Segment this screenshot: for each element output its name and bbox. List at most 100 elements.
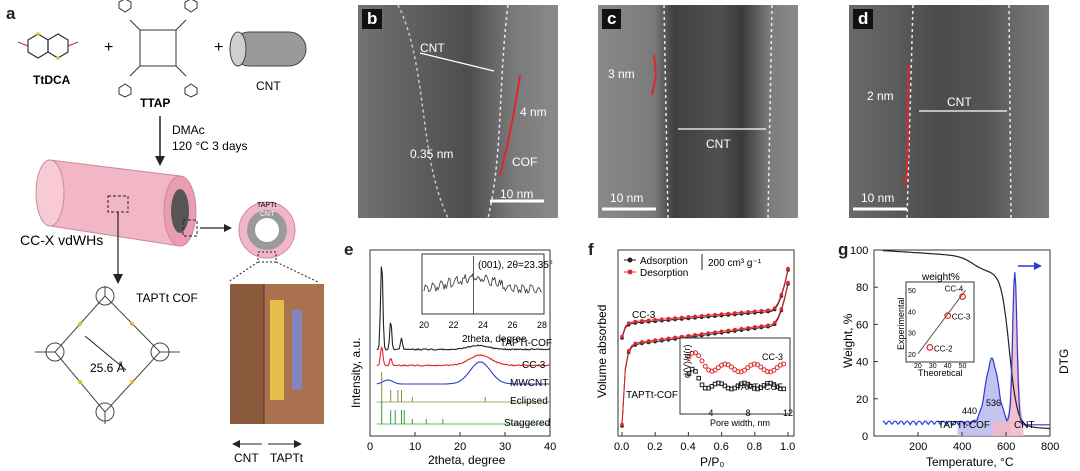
solvent-label: DMAc — [172, 123, 205, 137]
f-tapt-des-pt — [666, 336, 671, 341]
g-xtick-label-800: 800 — [1041, 441, 1059, 453]
f-tapt-des-pt — [640, 340, 644, 344]
f-tapt-des-pt — [620, 422, 624, 427]
f-inset-cc3-pt — [689, 350, 695, 356]
g-peak-536: 536 — [986, 398, 1001, 408]
g-ytick-label-60: 60 — [856, 319, 868, 331]
d-shell-label: 2 nm — [867, 89, 894, 103]
f-tapt-des-pt — [626, 349, 631, 353]
plus-sign-2: + — [214, 39, 223, 56]
f-inset-cc3-pt — [728, 364, 734, 370]
f-cc3-des-pt — [673, 316, 677, 320]
f-cc3-des-pt — [772, 306, 777, 310]
f-plot-frame — [617, 249, 795, 437]
f-tapt-des-pt — [739, 326, 744, 331]
f-cc3-des-pt — [653, 317, 657, 322]
e-xtick-label-30: 30 — [499, 441, 511, 453]
f-tapt-des-pt — [673, 335, 677, 340]
f-cc3-des-pt — [713, 312, 717, 317]
f-tapt-des-pt — [693, 333, 697, 337]
stacked-layers — [230, 284, 324, 424]
f-inset-tick-8: 8 — [746, 408, 751, 418]
f-tapt-des-pt — [759, 324, 764, 328]
g-inset-ytick-40: 40 — [908, 309, 916, 316]
f-cc3-des-pt — [719, 312, 724, 316]
b-shell-label: 4 nm — [520, 105, 547, 119]
f-cc3-des-pt — [699, 313, 704, 318]
panel-b-label: b — [362, 9, 383, 29]
g-cnt-label: CNT — [1014, 420, 1035, 431]
cnt-label: CNT — [256, 79, 281, 93]
f-tapt-des-pt — [653, 338, 657, 342]
e-inset-annotation: (001), 2θ=23.35° — [478, 260, 553, 271]
b-cof-label: COF — [512, 155, 538, 169]
f-inset-cc3-pt — [712, 367, 718, 373]
xrd-chart: 20 22 24 26 28 10 20 30 40 0 (001), 2θ=23.35° 2t… — [349, 249, 556, 467]
f-inset-cc3-pt — [781, 361, 787, 367]
e-series-0 — [376, 266, 551, 351]
f-tapt-des-pt — [766, 323, 770, 327]
f-inset-cc3-pt — [771, 367, 777, 373]
f-scale-label: 200 cm³ g⁻¹ — [708, 258, 762, 269]
f-inset-taptt-pt — [758, 385, 764, 390]
g-ytick-label-80: 80 — [856, 282, 868, 294]
stack-cnt-label: CNT — [234, 451, 259, 465]
f-inset-xlabel: Pore width, nm — [710, 418, 770, 428]
e-xtick-label-40: 40 — [544, 441, 556, 453]
f-inset-cc3-pt — [715, 365, 721, 371]
cnt-direction-arrowhead — [232, 440, 240, 448]
product-label: CC-X vdWHs — [20, 232, 103, 248]
f-legend-desorption-marker — [627, 269, 633, 275]
isotherm-chart: 4 8 12 0.0 0.2 0.4 0.6 0.8 1.0 Adsorption Desor… — [595, 249, 795, 469]
f-cc3-des-pt — [666, 316, 671, 321]
e-legend-eclipsed: Eclipsed — [510, 396, 548, 407]
f-tapt-des-pt — [686, 333, 691, 338]
g-inset-title: weight% — [921, 272, 960, 283]
zoom-line-left — [227, 261, 259, 283]
panel-a-schematic: TtDCA + TTAP + CNT DMAc 120 °C 3 days CC… — [17, 0, 324, 465]
f-xtick-label-1: 0.2 — [647, 441, 662, 453]
f-cc3-des-pt — [706, 313, 711, 318]
zoom-line-right — [275, 261, 319, 283]
b-cnt-label: CNT — [420, 41, 445, 55]
g-inset-point-CC-3 — [944, 312, 952, 320]
e-legend-cc3: CC-3 — [522, 360, 546, 371]
e-inset-tick-20: 20 — [419, 320, 429, 330]
b-spacing-label: 0.35 nm — [410, 147, 454, 161]
f-tapt-des-pt — [699, 332, 704, 336]
f-cc3-des-pt — [686, 315, 691, 319]
g-peak-440: 440 — [962, 406, 977, 416]
g-inset-ytick-50: 50 — [908, 288, 916, 295]
e-inset-tick-26: 26 — [508, 320, 518, 330]
g-inset-xtick-30: 30 — [929, 363, 937, 370]
f-cc3-des-pt — [786, 266, 790, 271]
e-inset-frame — [421, 253, 545, 315]
cross-section-inner-label: CNT — [260, 211, 275, 218]
f-inset-cc3-pt — [722, 361, 728, 367]
cof-arrowhead — [113, 274, 123, 284]
f-tapt-des-pt — [646, 339, 651, 343]
g-ytick-label-0: 0 — [862, 431, 868, 443]
g-taptt-label: TAPTt-COF — [938, 420, 990, 431]
f-cc3-des-pt — [660, 317, 664, 321]
f-cc3-des-pt — [753, 309, 757, 314]
f-tapt-des-pt — [633, 341, 638, 346]
g-weight-curve — [882, 250, 1051, 430]
panel-g-label: g — [838, 240, 849, 259]
e-legend-staggered: Staggered — [504, 418, 550, 429]
g-inset-point-label-CC-2: CC-2 — [934, 344, 953, 353]
e-xlabel: 2theta, degree — [428, 453, 506, 467]
reaction-arrowhead — [155, 156, 165, 166]
f-xtick-label-5: 1.0 — [780, 441, 795, 453]
f-inset-cc3-pt — [758, 364, 764, 370]
f-xtick-label-4: 0.8 — [747, 441, 762, 453]
f-cc3-label: CC-3 — [632, 310, 656, 321]
d-cnt-label: CNT — [947, 95, 972, 109]
f-inset-cc3-pt — [755, 362, 761, 368]
g-dtg-fill-cnt — [992, 272, 1024, 436]
f-inset-cc3-pt — [751, 361, 757, 367]
f-tapt-des-pt — [660, 337, 664, 342]
f-inset-cc3-pt — [735, 369, 741, 375]
f-xtick-label-2: 0.4 — [680, 441, 695, 453]
g-inset-xlabel: Theoretical — [918, 368, 963, 378]
